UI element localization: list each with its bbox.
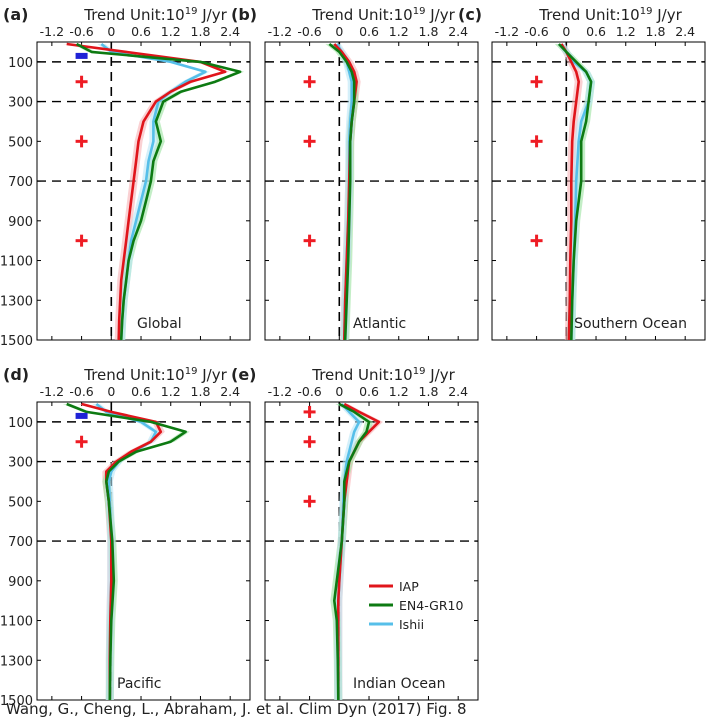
ytick-label: 700 — [8, 175, 33, 190]
xtick-label: 1.8 — [419, 24, 439, 39]
blue-significance-marker — [75, 412, 88, 419]
ytick-label: 100 — [8, 56, 33, 71]
xtick-label: -0.6 — [69, 384, 93, 399]
xtick-label: -1.2 — [40, 24, 64, 39]
xtick-label: 0 — [107, 384, 115, 399]
xtick-label: 1.2 — [161, 384, 181, 399]
region-label-global: Global — [137, 316, 182, 332]
xtick-label: -0.6 — [69, 24, 93, 39]
ytick-label: 1100 — [0, 615, 33, 630]
ytick-label: 100 — [8, 416, 33, 431]
axis-title-global: Trend Unit:1019 J/yr — [83, 6, 227, 24]
xtick-label: 1.2 — [389, 24, 409, 39]
xtick-label: 0.6 — [131, 24, 151, 39]
axes-box-global — [36, 41, 251, 341]
legend-label-en4-gr10: EN4-GR10 — [399, 598, 463, 613]
xtick-label: -1.2 — [268, 24, 292, 39]
region-label-atlantic: Atlantic — [353, 316, 406, 332]
uncertainty-band-en4-gr10 — [72, 43, 245, 341]
panel-label-atlantic: (b) — [231, 5, 257, 24]
region-label-pacific: Pacific — [117, 676, 162, 692]
ytick-label: 1500 — [0, 334, 33, 349]
legend-label-ishii: Ishii — [399, 617, 424, 632]
xtick-label: 0 — [335, 384, 343, 399]
xtick-label: 0.6 — [586, 24, 606, 39]
panel-label-southern-ocean: (c) — [458, 5, 482, 24]
xtick-label: 0.6 — [131, 384, 151, 399]
series-line-en4-gr10 — [332, 402, 371, 701]
series-line-iap — [81, 402, 163, 700]
ytick-label: 300 — [8, 96, 33, 111]
uncertainty-band-en4-gr10 — [62, 403, 190, 700]
axis-title-atlantic: Trend Unit:1019 J/yr — [311, 6, 455, 24]
xtick-label: 1.2 — [161, 24, 181, 39]
panel-label-pacific: (d) — [3, 365, 29, 384]
panel-label-global: (a) — [3, 5, 28, 24]
series-line-iap — [560, 43, 581, 341]
axes-box-indian-ocean — [264, 401, 479, 701]
xtick-label: 0.6 — [359, 24, 379, 39]
ytick-label: 1500 — [0, 694, 33, 709]
xtick-label: 2.4 — [220, 24, 240, 39]
region-label-indian-ocean: Indian Ocean — [353, 676, 445, 692]
xtick-label: 0 — [107, 24, 115, 39]
ytick-label: 500 — [8, 495, 33, 510]
series-line-en4-gr10 — [328, 42, 356, 341]
xtick-label: 0 — [335, 24, 343, 39]
axes-box-atlantic — [264, 41, 479, 341]
figure-credit: Wang, G., Cheng, L., Abraham, J. et al. … — [6, 700, 467, 718]
series-line-iap — [66, 42, 227, 341]
xtick-label: 1.2 — [616, 24, 636, 39]
uncertainty-band-ishii — [97, 43, 210, 341]
axes-box-pacific — [36, 401, 251, 701]
xtick-label: 2.4 — [675, 24, 695, 39]
ytick-label: 900 — [8, 575, 33, 590]
xtick-label: 2.4 — [220, 384, 240, 399]
xtick-label: 1.2 — [389, 384, 409, 399]
ytick-label: 500 — [8, 135, 33, 150]
ytick-label: 1300 — [0, 294, 33, 309]
ytick-label: 1300 — [0, 654, 33, 669]
xtick-label: -0.6 — [297, 24, 321, 39]
xtick-label: -1.2 — [268, 384, 292, 399]
axis-title-pacific: Trend Unit:1019 J/yr — [83, 366, 227, 384]
axis-title-southern-ocean: Trend Unit:1019 J/yr — [538, 6, 682, 24]
xtick-label: -0.6 — [297, 384, 321, 399]
axis-title-indian-ocean: Trend Unit:1019 J/yr — [311, 366, 455, 384]
series-line-en4-gr10 — [557, 43, 593, 341]
xtick-label: 1.8 — [646, 24, 666, 39]
xtick-label: 2.4 — [448, 384, 468, 399]
uncertainty-band-ishii — [334, 403, 364, 700]
series-line-en4-gr10 — [66, 402, 187, 701]
xtick-label: -0.6 — [524, 24, 548, 39]
xtick-label: 1.8 — [419, 384, 439, 399]
region-label-southern-ocean: Southern Ocean — [574, 316, 687, 332]
blue-significance-marker — [75, 52, 88, 59]
xtick-label: 1.8 — [191, 24, 211, 39]
ytick-label: 1100 — [0, 255, 33, 270]
xtick-label: 0 — [562, 24, 570, 39]
xtick-label: 0.6 — [359, 384, 379, 399]
series-line-en4-gr10 — [75, 42, 242, 341]
panel-label-indian-ocean: (e) — [231, 365, 256, 384]
axes-box-southern-ocean — [491, 41, 706, 341]
ytick-label: 700 — [8, 535, 33, 550]
xtick-label: -1.2 — [495, 24, 519, 39]
legend-label-iap: IAP — [399, 579, 419, 594]
ytick-label: 900 — [8, 215, 33, 230]
ytick-label: 300 — [8, 456, 33, 471]
xtick-label: -1.2 — [40, 384, 64, 399]
xtick-label: 2.4 — [448, 24, 468, 39]
xtick-label: 1.8 — [191, 384, 211, 399]
